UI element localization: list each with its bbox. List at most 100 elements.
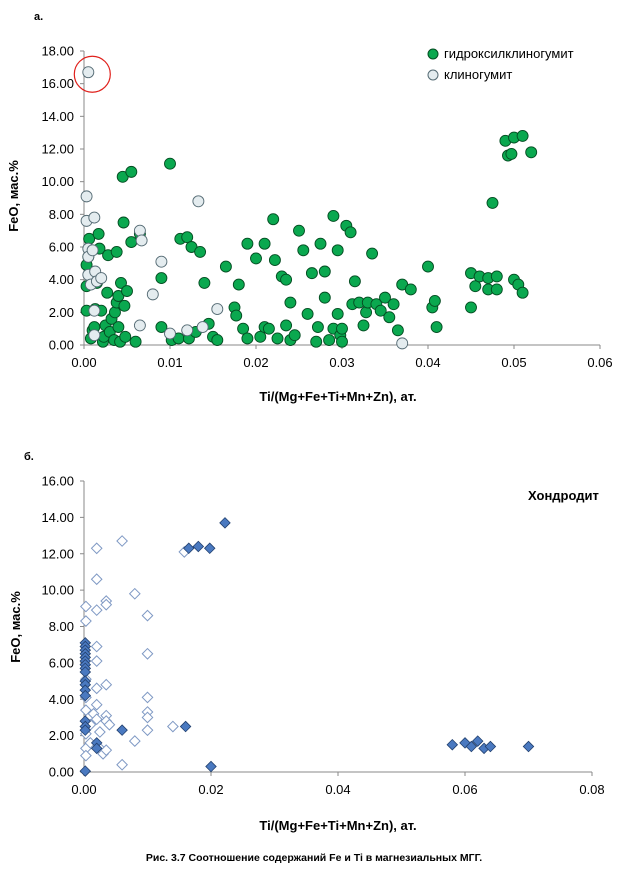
data-point-chondrodite-filled: [219, 517, 231, 529]
data-point-chondrodite-filled: [183, 542, 195, 555]
data-point-chondrodite-filled: [471, 735, 484, 747]
data-point-hydroxylclinohumite: [112, 321, 125, 333]
data-point-hydroxylclinohumite: [155, 321, 168, 333]
figure-caption: Рис. 3.7 Соотношение содержаний Fe и Ti …: [146, 852, 482, 864]
chart-panel-b: б. Хондродит 0.00 2.00 4.00 6.00 8.00 10.00 12…: [8, 451, 605, 833]
x-tick-label: 0.06: [452, 782, 477, 797]
y-axis-label-b: FeO, мас.%: [8, 591, 23, 663]
data-point-hydroxylclinohumite: [331, 308, 344, 320]
data-point-hydroxylclinohumite: [115, 276, 127, 289]
data-point-hydroxylclinohumite: [288, 329, 301, 342]
data-point-clinohumite: [86, 244, 99, 257]
x-tick-label: 0.01: [157, 355, 182, 370]
data-point-hydroxylclinohumite: [271, 332, 284, 345]
data-point-chondrodite-open: [90, 542, 103, 555]
data-point-chondrodite-open: [166, 720, 179, 733]
data-point-hydroxylclinohumite: [525, 146, 538, 159]
y-tick-label: 14.00: [41, 109, 74, 124]
data-point-hydroxylclinohumite: [280, 319, 293, 332]
data-point-hydroxylclinohumite: [490, 270, 503, 283]
data-point-hydroxylclinohumite: [121, 285, 133, 298]
data-point-clinohumite: [211, 303, 224, 316]
x-tick-label: 0.00: [71, 355, 96, 370]
legend-label-clinohumite: клиногумит: [444, 67, 512, 82]
data-point-hydroxylclinohumite: [254, 330, 267, 343]
data-point-hydroxylclinohumite: [469, 280, 482, 293]
y-tick-label: 12.00: [41, 142, 74, 157]
data-point-clinohumite: [82, 66, 95, 79]
panel-label-b: б.: [24, 451, 34, 463]
y-tick-label: 16.00: [41, 76, 74, 91]
y-tick-label: 8.00: [49, 619, 74, 634]
y-tick-label: 14.00: [41, 510, 74, 525]
data-point-hydroxylclinohumite: [241, 237, 254, 250]
data-point-chondrodite-open: [103, 718, 116, 731]
data-point-hydroxylclinohumite: [379, 291, 391, 304]
data-point-clinohumite: [135, 234, 148, 247]
data-point-hydroxylclinohumite: [348, 275, 361, 288]
x-tick-label: 0.02: [198, 782, 223, 797]
data-point-chondrodite-filled: [79, 724, 92, 736]
data-point-chondrodite-open: [141, 609, 154, 622]
data-point-hydroxylclinohumite: [318, 265, 331, 278]
data-point-hydroxylclinohumite: [366, 247, 379, 260]
data-point-chondrodite-filled: [484, 740, 497, 753]
data-point-chondrodite-open: [100, 598, 113, 611]
data-point-hydroxylclinohumite: [119, 330, 132, 343]
data-point-hydroxylclinohumite: [92, 227, 105, 240]
data-point-chondrodite-filled: [79, 689, 92, 702]
data-point-clinohumite: [164, 327, 176, 340]
data-point-hydroxylclinohumite: [391, 324, 404, 337]
data-point-hydroxylclinohumite: [516, 129, 529, 142]
x-axis-label-b: Ti/(Mg+Fe+Ti+Mn+Zn), ат.: [259, 818, 416, 833]
data-point-hydroxylclinohumite: [109, 306, 121, 319]
data-point-hydroxylclinohumite: [293, 224, 305, 237]
data-point-chondrodite-filled: [446, 738, 459, 751]
data-point-chondrodite-filled: [179, 720, 192, 733]
data-point-hydroxylclinohumite: [297, 244, 310, 257]
y-tick-label: 6.00: [49, 240, 74, 255]
data-point-chondrodite-filled: [90, 742, 103, 755]
data-point-hydroxylclinohumite: [110, 245, 123, 258]
data-point-chondrodite-open: [90, 713, 103, 726]
data-point-chondrodite-open: [90, 640, 103, 653]
data-point-clinohumite: [396, 337, 409, 350]
data-point-hydroxylclinohumite: [327, 210, 340, 222]
data-point-clinohumite: [95, 272, 108, 284]
x-tick-label: 0.04: [325, 782, 350, 797]
data-point-hydroxylclinohumite: [305, 267, 318, 280]
data-point-hydroxylclinohumite: [194, 245, 207, 258]
data-point-chondrodite-filled: [465, 740, 478, 753]
data-point-chondrodite-open: [100, 744, 113, 757]
chart-title-b: Хондродит: [528, 488, 599, 503]
data-point-hydroxylclinohumite: [101, 286, 114, 299]
y-tick-label: 4.00: [49, 692, 74, 707]
data-point-chondrodite-open: [116, 758, 129, 771]
y-tick-label: 12.00: [41, 546, 74, 561]
series-chondrodite-open: [79, 535, 191, 771]
data-point-hydroxylclinohumite: [430, 321, 443, 333]
x-tick-label: 0.02: [243, 355, 268, 370]
data-point-hydroxylclinohumite: [258, 237, 271, 250]
legend-a: гидроксилклиногумит клиногумит: [427, 46, 574, 82]
y-tick-label: 10.00: [41, 174, 74, 189]
data-point-chondrodite-open: [141, 724, 154, 737]
legend-marker-hydroxylclinohumite: [427, 48, 439, 60]
data-point-chondrodite-open: [128, 735, 141, 747]
x-axis-label-a: Ti/(Mg+Fe+Ti+Mn+Zn), ат.: [259, 389, 416, 404]
data-point-hydroxylclinohumite: [211, 334, 224, 347]
data-point-hydroxylclinohumite: [505, 147, 518, 160]
data-point-clinohumite: [80, 190, 93, 203]
data-point-clinohumite: [155, 255, 168, 268]
data-point-hydroxylclinohumite: [232, 278, 245, 291]
data-point-chondrodite-open: [90, 682, 103, 695]
data-point-hydroxylclinohumite: [428, 294, 441, 307]
data-point-clinohumite: [88, 329, 101, 342]
data-point-chondrodite-open: [93, 726, 106, 738]
data-point-hydroxylclinohumite: [280, 273, 293, 286]
data-point-hydroxylclinohumite: [262, 322, 275, 335]
data-point-chondrodite-open: [100, 678, 113, 691]
data-point-hydroxylclinohumite: [331, 244, 344, 257]
x-tick-label: 0.05: [501, 355, 526, 370]
